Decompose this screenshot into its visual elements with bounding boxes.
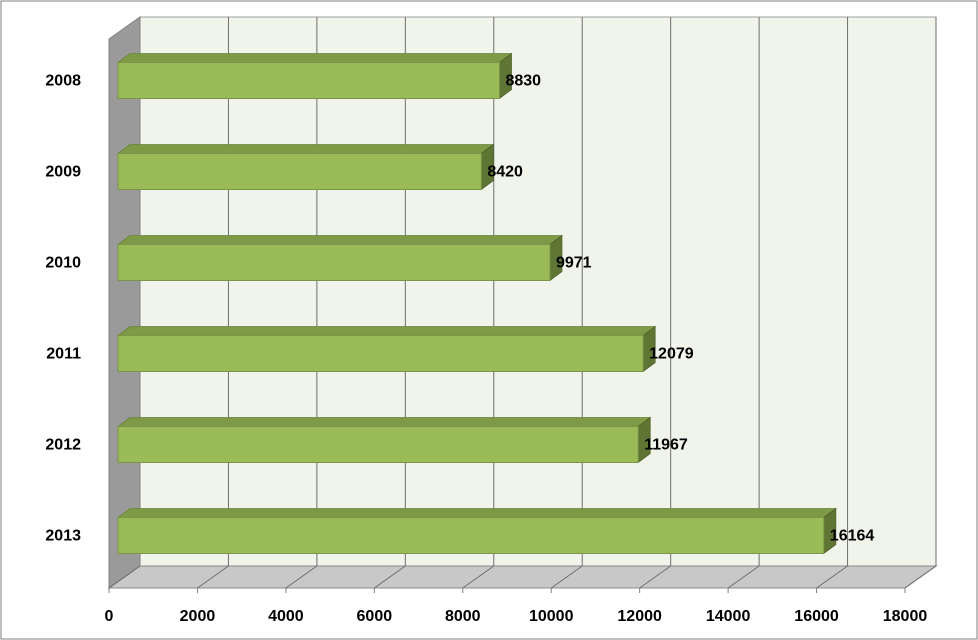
x-tick-label: 18000	[883, 608, 928, 625]
data-label: 8830	[505, 73, 541, 90]
x-tick-label: 0	[105, 608, 114, 625]
floor-gridline	[550, 565, 583, 589]
category-label: 2008	[45, 73, 81, 90]
bar-top	[116, 235, 564, 245]
bar	[117, 244, 551, 281]
data-label: 16164	[830, 528, 875, 545]
category-label: 2010	[45, 255, 81, 272]
floor-gridline	[197, 565, 229, 589]
side-wall	[108, 16, 141, 589]
floor-gridline	[285, 565, 318, 589]
bar-top	[116, 144, 495, 154]
data-label: 11967	[644, 437, 688, 454]
bar	[117, 62, 500, 99]
category-label: 2012	[45, 437, 81, 454]
x-tick-label: 12000	[617, 608, 662, 625]
data-label: 12079	[649, 346, 694, 363]
x-tick-label: 14000	[706, 608, 751, 625]
data-label: 8420	[487, 164, 523, 181]
x-tick-label: 10000	[529, 608, 574, 625]
bar	[117, 517, 825, 554]
x-tick-label: 4000	[268, 608, 304, 625]
floor-gridline	[462, 565, 495, 589]
floor-gridline	[108, 565, 141, 589]
data-label: 9971	[556, 255, 592, 272]
floor	[107, 565, 938, 589]
category-label: 2009	[45, 164, 81, 181]
bar	[117, 426, 639, 463]
category-label: 2013	[45, 528, 81, 545]
x-tick-label: 16000	[794, 608, 839, 625]
x-tick-label: 2000	[180, 608, 216, 625]
bar-top	[116, 417, 652, 427]
back-wall	[139, 16, 937, 567]
category-label: 2011	[46, 346, 81, 363]
bar	[117, 335, 644, 372]
floor-gridline	[727, 565, 760, 589]
bar-top	[116, 508, 838, 518]
x-tick-label: 8000	[445, 608, 481, 625]
bar	[117, 153, 482, 190]
bar-top	[116, 53, 513, 63]
floor-gridline	[816, 565, 848, 589]
x-tick-label: 6000	[357, 608, 393, 625]
floor-gridline	[904, 565, 937, 589]
floor-gridline	[639, 565, 671, 589]
bar-top	[116, 326, 657, 336]
floor-gridline	[374, 565, 406, 589]
